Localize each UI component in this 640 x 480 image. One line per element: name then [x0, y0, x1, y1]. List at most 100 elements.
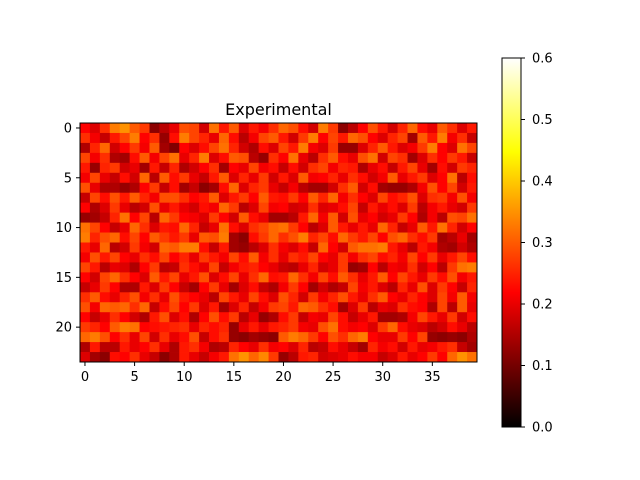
- heatmap-cell: [159, 272, 170, 283]
- heatmap-cell: [367, 272, 379, 283]
- heatmap-cell: [377, 342, 389, 353]
- heatmap-cell: [228, 132, 240, 144]
- heatmap-cell: [397, 222, 408, 233]
- heatmap-cell: [308, 302, 319, 313]
- heatmap-cell: [318, 202, 329, 214]
- heatmap-cell: [119, 123, 131, 134]
- heatmap-cell: [99, 222, 111, 233]
- heatmap-cell: [248, 322, 260, 333]
- heatmap-cell: [248, 302, 260, 313]
- heatmap-cell: [377, 202, 389, 214]
- heatmap-cell: [228, 332, 240, 343]
- heatmap-cell: [377, 332, 389, 343]
- heatmap-cell: [298, 332, 309, 343]
- heatmap-cell: [238, 322, 250, 333]
- heatmap-cell: [268, 342, 279, 353]
- heatmap-cell: [437, 292, 448, 303]
- heatmap-cell: [199, 152, 210, 164]
- heatmap-cell: [377, 242, 389, 253]
- heatmap-cell: [228, 182, 240, 194]
- heatmap-cell: [407, 292, 418, 303]
- heatmap-cell: [268, 292, 279, 303]
- heatmap-cell: [437, 202, 448, 214]
- heatmap-cell: [437, 242, 448, 253]
- heatmap-cell: [238, 352, 250, 363]
- heatmap-cell: [80, 352, 91, 363]
- heatmap-cell: [199, 242, 210, 253]
- heatmap-cell: [189, 242, 200, 253]
- heatmap-cell: [278, 342, 289, 353]
- heatmap-cell: [109, 142, 121, 154]
- heatmap-cell: [298, 222, 309, 233]
- heatmap-cell: [109, 282, 121, 293]
- heatmap-cell: [288, 342, 299, 353]
- heatmap-cell: [417, 292, 428, 303]
- heatmap-cell: [377, 132, 389, 144]
- heatmap-cell: [338, 142, 349, 154]
- heatmap-cell: [129, 182, 140, 194]
- heatmap-cell: [457, 322, 468, 333]
- heatmap-cell: [228, 172, 240, 184]
- x-tick-label: 30: [374, 370, 391, 385]
- heatmap-cell: [278, 292, 289, 303]
- heatmap-cell: [397, 182, 408, 194]
- heatmap-cell: [149, 332, 160, 343]
- heatmap-cell: [169, 142, 180, 154]
- heatmap-cell: [179, 272, 190, 283]
- heatmap-cell: [367, 262, 379, 273]
- heatmap-cell: [109, 242, 121, 253]
- heatmap-cell: [209, 152, 220, 164]
- heatmap-cell: [427, 352, 438, 363]
- heatmap-cell: [298, 352, 309, 363]
- heatmap-cell: [179, 123, 190, 134]
- heatmap-cell: [447, 202, 458, 214]
- heatmap-cell: [467, 182, 478, 194]
- heatmap-cell: [139, 352, 150, 363]
- heatmap-cell: [139, 342, 150, 353]
- heatmap-cell: [347, 232, 359, 243]
- heatmap-cell: [447, 282, 458, 293]
- heatmap-cell: [417, 172, 428, 184]
- heatmap-cell: [109, 172, 121, 184]
- heatmap-cell: [357, 282, 369, 293]
- heatmap-cell: [238, 272, 250, 283]
- heatmap-cell: [427, 252, 438, 263]
- heatmap-cell: [387, 202, 399, 214]
- heatmap-cell: [159, 322, 170, 333]
- heatmap-cell: [308, 232, 319, 243]
- heatmap-cell: [119, 172, 131, 184]
- heatmap-cell: [248, 222, 260, 233]
- heatmap-cell: [288, 132, 299, 144]
- heatmap-cell: [139, 132, 150, 144]
- heatmap-cell: [80, 322, 91, 333]
- heatmap-cell: [377, 252, 389, 263]
- heatmap-cell: [189, 332, 200, 343]
- heatmap-cell: [447, 212, 458, 223]
- heatmap-cell: [189, 352, 200, 363]
- heatmap-cell: [288, 292, 299, 303]
- heatmap-cell: [357, 302, 369, 313]
- heatmap-cell: [129, 123, 140, 134]
- heatmap-cell: [199, 282, 210, 293]
- heatmap-cell: [238, 252, 250, 263]
- heatmap-cell: [397, 242, 408, 253]
- heatmap-cell: [139, 152, 150, 164]
- heatmap-cell: [318, 272, 329, 283]
- heatmap-cell: [159, 162, 170, 174]
- heatmap-cell: [248, 152, 260, 164]
- heatmap-cell: [258, 142, 269, 154]
- heatmap-cell: [387, 262, 399, 273]
- heatmap-cell: [357, 342, 369, 353]
- heatmap-cell: [298, 202, 309, 214]
- heatmap-cell: [119, 342, 131, 353]
- heatmap-cell: [338, 272, 349, 283]
- heatmap-cell: [99, 332, 111, 343]
- heatmap-cell: [268, 252, 279, 263]
- heatmap-cell: [377, 222, 389, 233]
- heatmap-cell: [387, 292, 399, 303]
- heatmap-cell: [278, 192, 289, 204]
- heatmap-cell: [89, 332, 101, 343]
- heatmap-cell: [268, 352, 279, 363]
- heatmap-cell: [367, 282, 379, 293]
